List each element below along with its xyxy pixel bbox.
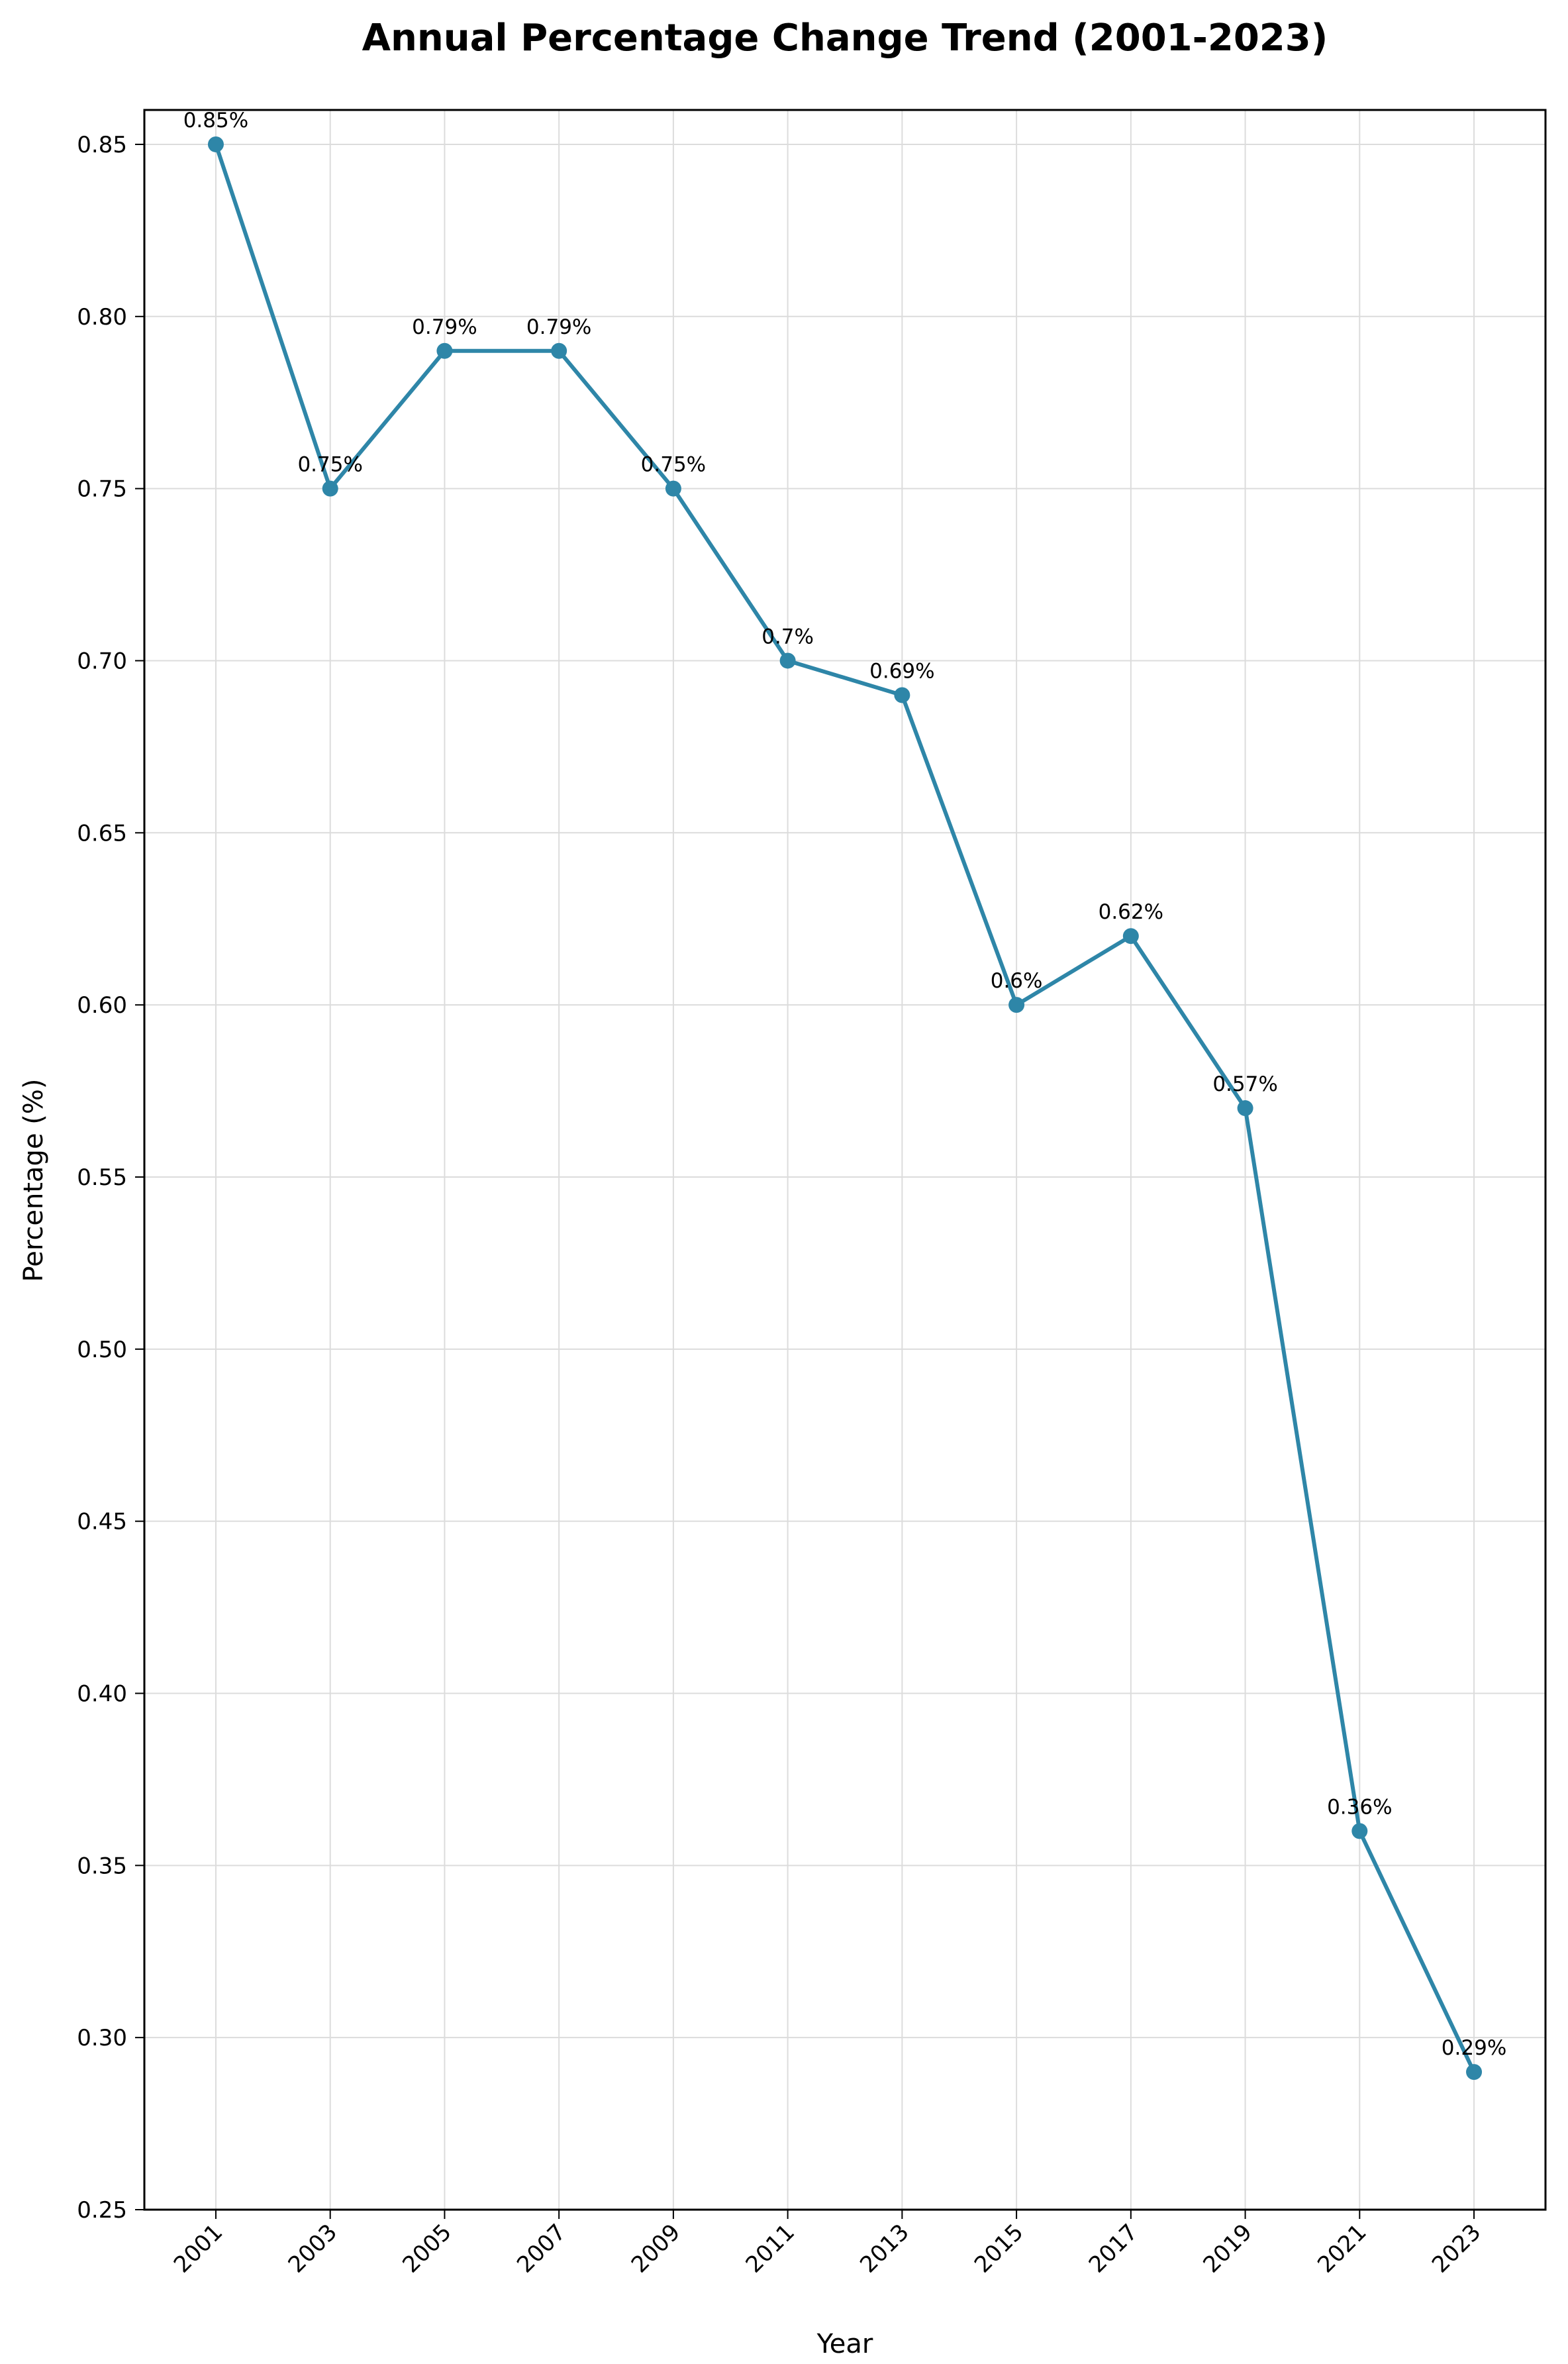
data-label: 0.62%	[1099, 900, 1163, 924]
data-point	[436, 342, 453, 359]
data-point	[894, 687, 910, 703]
grid-lines	[144, 110, 1545, 2210]
y-tick-label: 0.60	[77, 992, 127, 1019]
x-axis-label: Year	[816, 2329, 873, 2359]
y-tick-label: 0.25	[77, 2197, 127, 2224]
data-point	[322, 480, 338, 497]
data-label: 0.57%	[1212, 1072, 1277, 1096]
x-tick-label: 2015	[969, 2219, 1028, 2278]
data-label: 0.36%	[1327, 1795, 1392, 1819]
data-label: 0.69%	[869, 659, 934, 683]
data-label: 0.79%	[526, 315, 591, 339]
data-point	[1466, 2064, 1483, 2081]
y-tick-label: 0.85	[77, 132, 127, 158]
data-label: 0.75%	[641, 453, 706, 477]
y-tick-label: 0.75	[77, 476, 127, 503]
data-point	[551, 342, 567, 359]
data-label: 0.85%	[183, 109, 248, 132]
x-tick-label: 2023	[1427, 2219, 1486, 2278]
y-tick-label: 0.55	[77, 1164, 127, 1191]
x-tick-label: 2021	[1312, 2219, 1371, 2278]
data-labels: 0.85% 0.75% 0.79% 0.79% 0.75% 0.7% 0.69% 0.6% 0.…	[183, 109, 1507, 2060]
x-tick-label: 2005	[397, 2219, 456, 2278]
y-tick-label: 0.40	[77, 1680, 127, 1707]
x-tick-label: 2007	[512, 2219, 571, 2278]
data-label: 0.79%	[412, 315, 477, 339]
x-tick-label: 2011	[741, 2219, 800, 2278]
data-point	[1008, 997, 1025, 1013]
chart-title: Annual Percentage Change Trend (2001-202…	[362, 17, 1328, 60]
x-tick-label: 2013	[855, 2219, 914, 2278]
axis-ticks: 2001 2003 2005 2007 2009 2011 2013 2015 2017 2019…	[77, 132, 1486, 2279]
plot-area-frame	[143, 109, 1547, 2211]
y-axis-label: Percentage (%)	[19, 1079, 49, 1282]
y-tick-label: 0.35	[77, 1853, 127, 1879]
x-tick-label: 2019	[1198, 2219, 1257, 2278]
x-tick-label: 2001	[169, 2219, 228, 2278]
y-tick-label: 0.80	[77, 304, 127, 331]
x-tick-label: 2003	[283, 2219, 342, 2278]
x-tick-label: 2009	[626, 2219, 685, 2278]
data-label: 0.7%	[761, 625, 814, 648]
y-tick-label: 0.50	[77, 1337, 127, 1363]
data-label: 0.6%	[991, 969, 1043, 993]
y-tick-label: 0.70	[77, 648, 127, 674]
y-tick-label: 0.65	[77, 820, 127, 847]
series-line	[213, 142, 1477, 2075]
y-tick-label: 0.30	[77, 2025, 127, 2051]
data-point	[665, 480, 681, 497]
data-label: 0.75%	[297, 453, 362, 477]
data-point	[1122, 928, 1139, 945]
y-tick-label: 0.45	[77, 1509, 127, 1535]
data-label: 0.29%	[1442, 2036, 1506, 2060]
data-series	[207, 136, 1483, 2081]
data-point	[779, 652, 796, 669]
data-point	[1351, 1823, 1368, 1839]
data-point	[207, 136, 224, 152]
data-point	[1237, 1100, 1253, 1117]
x-tick-label: 2017	[1084, 2219, 1143, 2278]
